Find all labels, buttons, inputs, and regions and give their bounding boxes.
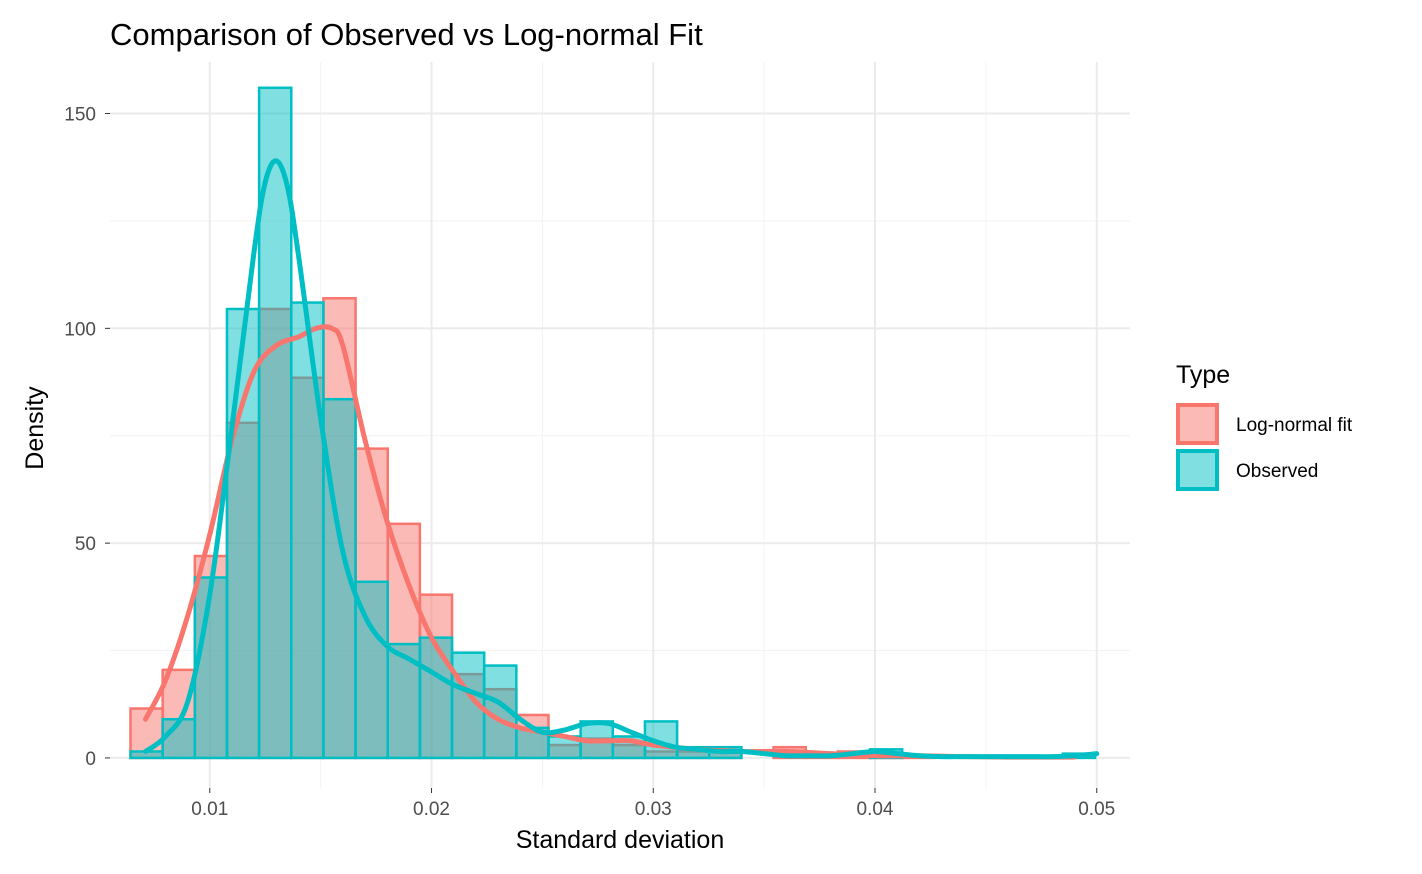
observed-density-line	[142, 158, 1100, 760]
legend-item: Log-normal fit	[1176, 403, 1353, 445]
histogram-bar	[290, 301, 325, 760]
y-axis-title: Density	[21, 386, 49, 470]
y-tick-label: 50	[75, 534, 96, 555]
legend-label: Log-normal fit	[1236, 415, 1353, 436]
legend-title: Type	[1176, 361, 1230, 389]
axes: 0.01 0.02 0.03 0.04 0.05 0 50 100 150	[64, 105, 1115, 820]
chart-title: Comparison of Observed vs Log-normal Fit	[110, 17, 703, 52]
legend: Type Log-normal fit Observed	[1176, 361, 1353, 491]
legend-label: Observed	[1236, 461, 1318, 482]
y-tick-label: 150	[64, 105, 96, 126]
legend-swatch	[1176, 403, 1219, 445]
x-tick-label: 0.04	[857, 799, 894, 820]
x-axis-title: Standard deviation	[516, 826, 724, 854]
histogram-bar	[418, 636, 454, 760]
x-tick-label: 0.03	[635, 799, 672, 820]
histogram-bar	[193, 576, 229, 760]
x-tick-label: 0.01	[191, 799, 228, 820]
y-tick-label: 100	[64, 319, 96, 340]
bar-series-observed	[129, 86, 1097, 760]
legend-items: Log-normal fit Observed	[1176, 403, 1353, 491]
x-tick-label: 0.02	[413, 799, 450, 820]
legend-swatch	[1176, 449, 1219, 491]
histogram-bars	[129, 86, 1097, 760]
x-tick-label: 0.05	[1078, 799, 1115, 820]
density-curves	[142, 158, 1100, 760]
y-tick-label: 0	[85, 749, 96, 770]
legend-item: Observed	[1176, 449, 1318, 491]
